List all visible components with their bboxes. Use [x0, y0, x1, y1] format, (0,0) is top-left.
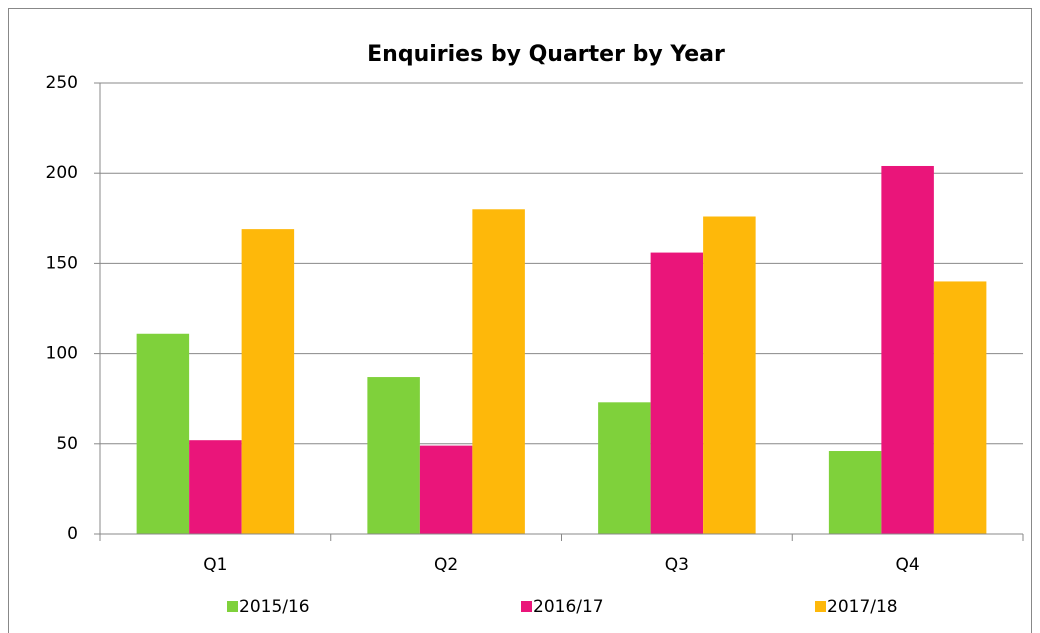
y-tick-label: 100	[46, 344, 78, 364]
legend-swatch	[227, 601, 238, 612]
bar	[933, 281, 987, 534]
bar	[136, 333, 190, 534]
x-tick-label: Q3	[665, 555, 689, 575]
legend-swatch	[815, 601, 826, 612]
y-tick-label: 250	[46, 73, 78, 93]
bar	[367, 377, 420, 534]
y-tick-label: 200	[46, 163, 78, 183]
bar	[650, 252, 704, 535]
legend-label: 2017/18	[827, 597, 898, 617]
bar	[598, 402, 651, 534]
bar	[419, 445, 473, 534]
bar	[828, 451, 882, 534]
chart-title: Enquiries by Quarter by Year	[367, 42, 725, 67]
legend-label: 2016/17	[533, 597, 604, 617]
bar	[472, 209, 525, 534]
bar	[881, 165, 934, 534]
y-tick-label: 0	[67, 524, 78, 544]
x-tick-label: Q4	[896, 555, 920, 575]
y-tick-label: 150	[46, 253, 78, 273]
legend-label: 2015/16	[239, 597, 310, 617]
x-tick-label: Q1	[203, 555, 227, 575]
bar	[241, 229, 295, 534]
bar	[189, 440, 242, 534]
y-tick-label: 50	[56, 434, 78, 454]
bar	[703, 216, 756, 534]
x-tick-label: Q2	[434, 555, 458, 575]
legend-swatch	[521, 601, 532, 612]
